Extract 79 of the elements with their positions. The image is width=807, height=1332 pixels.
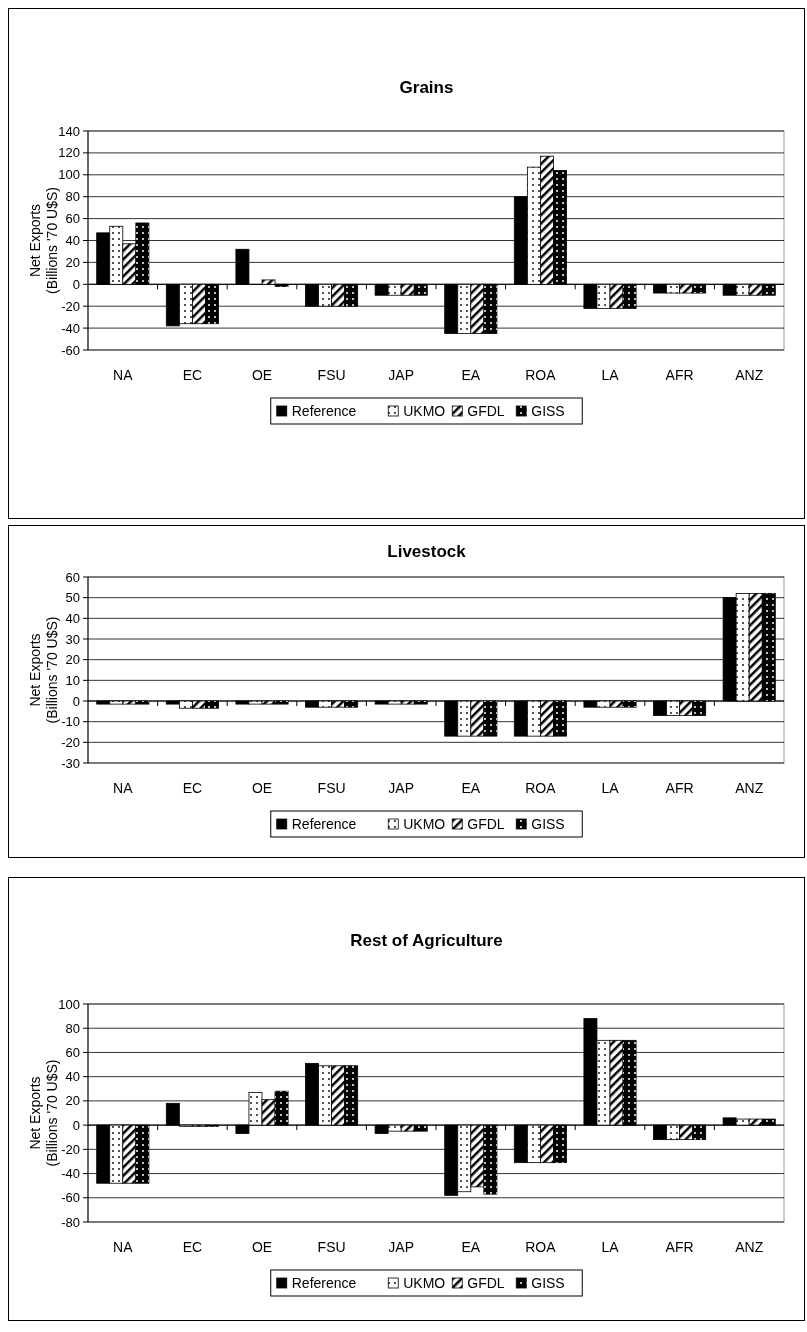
y-tick-label: 40 [65,610,80,626]
y-tick-label: 140 [58,123,80,139]
y-tick-label: 100 [58,996,80,1012]
y-tick-label: -20 [61,298,80,314]
y-tick-label: 10 [65,672,80,688]
x-tick-label: ANZ [735,1239,764,1255]
legend-label: GISS [531,1274,565,1291]
x-tick-label: NA [113,367,134,383]
x-tick-label: EC [182,1239,203,1255]
y-axis-title: Net Exports (Billions '70 U$S) [27,1059,60,1167]
y-tick-label: 60 [65,211,80,227]
x-tick-label: OE [251,367,273,383]
legend-label: GISS [531,815,565,832]
legend-label: UKMO [403,402,446,419]
x-tick-label: EA [461,1239,481,1255]
x-tick-label: AFR [665,367,694,383]
x-tick-label: EA [461,780,481,796]
x-tick-label: EA [461,367,481,383]
y-tick-label: 80 [65,189,80,205]
legend-label: UKMO [403,1274,446,1291]
chart-title: Grains [399,78,454,97]
y-tick-label: 0 [72,1117,80,1133]
y-tick-label: -20 [61,1141,80,1157]
legend-label: GFDL [467,402,505,419]
x-tick-label: FSU [317,367,346,383]
y-tick-label: 20 [65,652,80,668]
legend-label: GISS [531,402,565,419]
x-tick-label: FSU [317,780,346,796]
y-tick-label: 80 [65,1020,80,1036]
y-tick-label: 60 [65,569,80,585]
x-tick-label: JAP [388,367,415,383]
y-tick-label: -10 [61,714,80,730]
y-tick-label: 50 [65,590,80,606]
y-tick-label: -80 [61,1214,80,1230]
x-tick-label: FSU [317,1239,346,1255]
y-axis-title: Net Exports (Billions '70 U$S) [27,616,60,724]
y-tick-label: -60 [61,342,80,358]
legend-label: Reference [291,1274,357,1291]
y-tick-label: 0 [72,276,80,292]
y-tick-label: -60 [61,1190,80,1206]
x-tick-label: LA [601,367,620,383]
x-tick-label: EC [182,780,203,796]
y-tick-label: 120 [58,145,80,161]
x-tick-label: LA [601,1239,620,1255]
y-tick-label: -40 [61,320,80,336]
legend-label: Reference [291,815,357,832]
y-tick-label: 30 [65,631,80,647]
y-tick-label: -40 [61,1166,80,1182]
x-tick-label: LA [601,780,620,796]
x-tick-label: ROA [525,367,557,383]
x-tick-label: ROA [525,1239,557,1255]
chart-title: Rest of Agriculture [350,931,503,950]
x-tick-label: AFR [665,780,694,796]
y-tick-label: 0 [72,693,80,709]
y-tick-label: -20 [61,734,80,750]
y-tick-label: -30 [61,755,80,771]
x-tick-label: AFR [665,1239,694,1255]
chart-title: Livestock [387,542,467,561]
x-tick-label: JAP [388,780,415,796]
y-tick-label: 20 [65,1093,80,1109]
x-tick-label: NA [113,1239,134,1255]
legend-label: Reference [291,402,357,419]
x-tick-label: EC [182,367,203,383]
y-tick-label: 100 [58,167,80,183]
legend-label: GFDL [467,815,505,832]
y-tick-label: 40 [65,1069,80,1085]
legend-label: GFDL [467,1274,505,1291]
x-tick-label: ROA [525,780,557,796]
y-tick-label: 40 [65,233,80,249]
y-axis-title: Net Exports (Billions '70 U$S) [27,187,60,294]
legend-label: UKMO [403,815,446,832]
x-tick-label: ANZ [735,367,764,383]
x-tick-label: OE [251,1239,273,1255]
x-tick-label: NA [113,780,134,796]
x-tick-label: ANZ [735,780,764,796]
x-tick-label: OE [251,780,273,796]
x-tick-label: JAP [388,1239,415,1255]
y-tick-label: 60 [65,1044,80,1060]
y-tick-label: 20 [65,254,80,270]
